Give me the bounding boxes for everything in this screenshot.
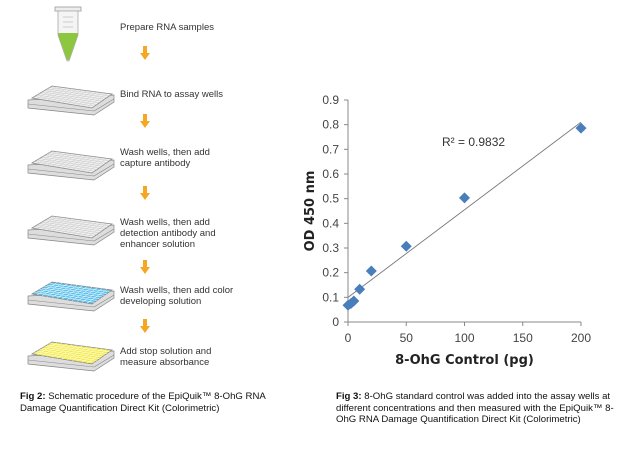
- step-line: detection antibody and: [120, 228, 216, 239]
- caption-label: Fig 3:: [336, 391, 362, 402]
- step-line: Wash wells, then add color: [120, 285, 234, 296]
- tube-green-icon: [54, 6, 82, 62]
- step-text: Wash wells, then add capture antibody: [120, 147, 280, 169]
- y-tick-label: 0: [332, 315, 339, 329]
- down-arrow-icon: [140, 260, 150, 274]
- figure-2-caption: Fig 2: Schematic procedure of the EpiQui…: [20, 391, 300, 414]
- step-text: Prepare RNA samples: [120, 22, 280, 33]
- data-point: [348, 295, 360, 307]
- y-tick-label: 0.3: [322, 241, 339, 255]
- trendline: [347, 121, 582, 298]
- y-axis-title: OD 450 nm: [303, 171, 318, 252]
- step-line: measure absorbance: [120, 357, 210, 368]
- down-arrow-icon: [140, 186, 150, 200]
- step-line: Add stop solution and: [120, 346, 212, 357]
- data-point: [354, 283, 366, 295]
- step-text: Wash wells, then add detection antibody a…: [120, 217, 280, 250]
- y-tick-label: 0.7: [322, 142, 339, 156]
- step-line: developing solution: [120, 296, 202, 307]
- caption-label: Fig 2:: [20, 391, 46, 402]
- step-line: capture antibody: [120, 158, 191, 169]
- plate-yellow-icon: [27, 341, 115, 372]
- data-point: [575, 122, 587, 134]
- x-tick-label: 200: [571, 331, 591, 345]
- x-tick-label: 100: [454, 331, 474, 345]
- y-tick-label: 0.5: [322, 192, 339, 206]
- y-tick-label: 0.6: [322, 167, 339, 181]
- step-line: enhancer solution: [120, 239, 195, 250]
- down-arrow-icon: [140, 46, 150, 60]
- data-point: [459, 192, 470, 204]
- down-arrow-icon: [140, 319, 150, 333]
- plate-blank-icon: [27, 85, 115, 116]
- x-tick-label: 150: [513, 331, 533, 345]
- step-line: Wash wells, then add: [120, 147, 210, 158]
- step-line: Prepare RNA samples: [120, 22, 214, 33]
- plate-blue-icon: [27, 281, 115, 312]
- step-line: Wash wells, then add: [120, 217, 210, 228]
- caption-text: 8-OhG standard control was added into th…: [336, 391, 614, 425]
- step-text: Bind RNA to assay wells: [120, 89, 280, 100]
- data-point: [365, 265, 377, 277]
- plate-blank-icon: [27, 215, 115, 246]
- y-tick-label: 0.1: [322, 290, 339, 304]
- figure-3-caption: Fig 3: 8-OhG standard control was added …: [336, 391, 621, 426]
- caption-text: Schematic procedure of the EpiQuik™ 8-Oh…: [20, 391, 266, 414]
- r-squared-label: R² = 0.9832: [442, 135, 505, 149]
- plate-blank-icon: [27, 150, 115, 181]
- down-arrow-icon: [140, 114, 150, 128]
- x-tick-label: 50: [400, 331, 414, 345]
- step-line: Bind RNA to assay wells: [120, 89, 223, 100]
- step-text: Add stop solution and measure absorbance: [120, 346, 280, 368]
- y-tick-label: 0.4: [322, 216, 339, 230]
- y-tick-label: 0.2: [322, 266, 339, 280]
- data-point: [400, 240, 412, 252]
- y-tick-label: 0.8: [322, 118, 339, 132]
- x-axis-title: 8-OhG Control (pg): [395, 353, 534, 368]
- x-tick-label: 0: [345, 331, 352, 345]
- standard-curve-chart: 0 0.1 0.2 0.3 0.4 0.5 0.6 0.7 0.8 0.9 0 50 100 150 200…: [303, 93, 591, 368]
- y-tick-label: 0.9: [322, 93, 339, 107]
- step-text: Wash wells, then add color developing sol…: [120, 285, 280, 307]
